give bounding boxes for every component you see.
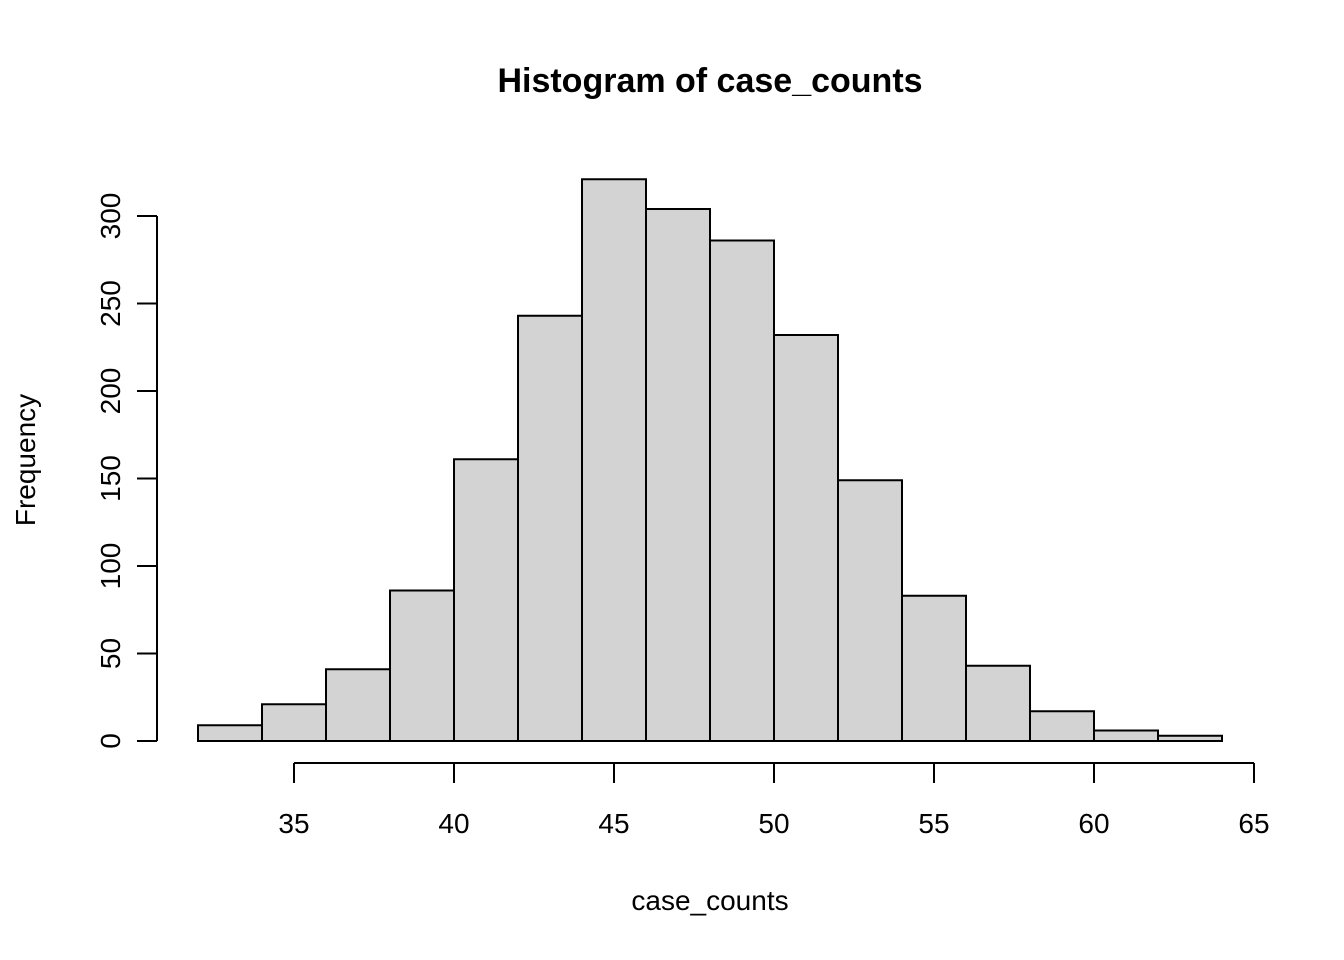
y-tick-label-4: 200 — [95, 368, 126, 415]
y-tick-label-6: 300 — [95, 193, 126, 240]
histogram-bar-3 — [389, 589, 455, 742]
x-tick-label-4: 55 — [918, 808, 949, 839]
bars-group — [197, 178, 1223, 742]
x-axis-label: case_counts — [631, 885, 788, 916]
x-tick-label-1: 40 — [438, 808, 469, 839]
x-tick-label-5: 60 — [1078, 808, 1109, 839]
y-axis-label: Frequency — [10, 394, 41, 526]
y-axis: 0 50 100 150 200 250 300 — [95, 193, 158, 749]
histogram-bar-12 — [965, 664, 1031, 742]
x-tick-label-6: 65 — [1238, 808, 1269, 839]
x-axis: 35 40 45 50 55 60 65 — [278, 762, 1270, 839]
x-tick-label-3: 50 — [758, 808, 789, 839]
x-tick-label-2: 45 — [598, 808, 629, 839]
histogram-bar-14 — [1093, 729, 1159, 742]
histogram-bar-0 — [197, 724, 263, 742]
histogram-bar-10 — [837, 479, 903, 742]
histogram-bar-1 — [261, 703, 327, 742]
chart-title: Histogram of case_counts — [497, 62, 922, 100]
y-tick-label-1: 50 — [95, 638, 126, 669]
histogram-bar-6 — [581, 178, 647, 742]
histogram-bar-9 — [773, 334, 839, 742]
y-tick-label-0: 0 — [95, 733, 126, 749]
histogram-bar-15 — [1157, 734, 1223, 742]
y-tick-label-5: 250 — [95, 280, 126, 327]
y-tick-label-2: 100 — [95, 543, 126, 590]
histogram-bar-11 — [901, 594, 967, 742]
histogram-bar-7 — [645, 208, 711, 742]
histogram-bar-2 — [325, 668, 391, 742]
x-tick-label-0: 35 — [278, 808, 309, 839]
histogram-bar-4 — [453, 458, 519, 742]
histogram-bar-13 — [1029, 710, 1095, 742]
histogram-bar-5 — [517, 314, 583, 742]
y-tick-label-3: 150 — [95, 455, 126, 502]
histogram-bar-8 — [709, 239, 775, 742]
